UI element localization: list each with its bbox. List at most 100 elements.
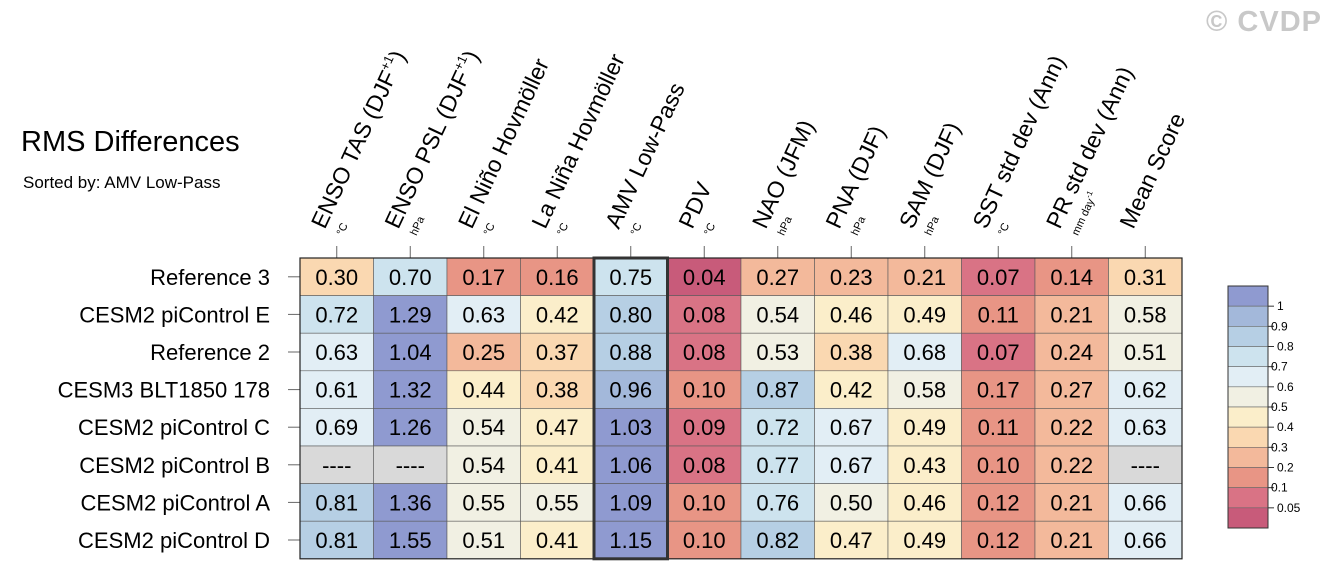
heatmap-cell — [740, 483, 815, 522]
cell-value-label: 0.63 — [1124, 415, 1167, 440]
heatmap-cell — [520, 408, 595, 447]
heatmap-cell — [887, 408, 962, 447]
colorbar-label: 0.2 — [1277, 461, 1294, 475]
cell-value-label: 1.26 — [389, 415, 432, 440]
cell-value-label: 0.81 — [315, 528, 358, 553]
heatmap-cell — [887, 483, 962, 522]
sorted-column-highlight — [592, 256, 669, 561]
cell-value-label: 0.76 — [756, 490, 799, 515]
cell-value-label: 0.22 — [1050, 415, 1093, 440]
cell-value-label: 0.11 — [978, 415, 1019, 440]
cell-value-label: 1.36 — [389, 490, 432, 515]
heatmap-cell — [520, 483, 595, 522]
heatmap-cell — [520, 445, 595, 484]
cell-value-label: 0.51 — [1124, 340, 1167, 365]
row-label: CESM2 piControl A — [80, 490, 270, 515]
column-header: Mean Score — [1114, 109, 1190, 232]
heatmap-cell — [593, 445, 668, 484]
cell-value-label: 0.17 — [462, 265, 505, 290]
column-header: PDV°C — [673, 178, 718, 238]
heatmap-cell — [593, 408, 668, 447]
heatmap-cell — [520, 295, 595, 334]
colorbar-label: 0.5 — [1271, 400, 1288, 414]
cell-value-label: 0.21 — [1050, 528, 1093, 553]
cell-value-label: 0.25 — [462, 340, 505, 365]
cell-value-label: 0.08 — [683, 340, 726, 365]
heatmap-cell — [299, 408, 374, 447]
heatmap-cell — [373, 483, 448, 522]
cell-value-label: 0.11 — [978, 302, 1019, 327]
cell-value-label: 0.67 — [830, 453, 873, 478]
heatmap-cell — [1034, 295, 1109, 334]
cell-value-label: 0.54 — [462, 415, 505, 440]
heatmap-cell — [1108, 445, 1183, 484]
cell-value-label: 0.72 — [315, 302, 358, 327]
cell-value-label: 0.66 — [1124, 490, 1167, 515]
colorbar-label: 1 — [1277, 299, 1284, 313]
cell-value-label: 0.96 — [609, 378, 652, 403]
cell-value-label: ---- — [396, 453, 425, 478]
cell-value-label: 1.04 — [389, 340, 432, 365]
heatmap-cell — [667, 445, 742, 484]
heatmap-cell — [1034, 332, 1109, 372]
colorbar-label: 0.7 — [1271, 360, 1288, 374]
cell-value-label: 0.51 — [462, 528, 505, 553]
cell-value-label: 0.81 — [315, 490, 358, 515]
cell-value-label: 0.88 — [609, 340, 652, 365]
heatmap-cell — [1108, 295, 1183, 334]
column-unit-label: hPa — [776, 214, 796, 238]
cell-value-label: 0.47 — [536, 415, 579, 440]
heatmap-cell — [1034, 483, 1109, 522]
heatmap-cell — [814, 295, 889, 334]
cell-value-label: 0.72 — [756, 415, 799, 440]
cell-value-label: 0.54 — [462, 453, 505, 478]
heatmap-cell — [299, 332, 374, 372]
heatmap-cell — [446, 483, 521, 522]
heatmap-cell — [373, 370, 448, 409]
heatmap-cell — [814, 520, 889, 560]
heatmap-cell — [1034, 408, 1109, 447]
colorbar-segment — [1227, 426, 1269, 448]
cell-value-label: 0.04 — [683, 265, 726, 290]
chart-subtitle: Sorted by: AMV Low-Pass — [23, 173, 221, 192]
heatmap-grid: 0.30 0.70 0.17 0.16 0.75 0.04 0.27 0.23 0.21 0.07… — [299, 256, 1183, 561]
heatmap-cell — [1108, 370, 1183, 409]
colorbar-segment — [1227, 346, 1269, 367]
heatmap-cell — [740, 257, 815, 296]
cell-value-label: 0.09 — [683, 415, 726, 440]
cell-value-label: 0.70 — [389, 265, 432, 290]
cell-value-label: 0.07 — [977, 340, 1020, 365]
cell-value-label: 0.67 — [830, 415, 873, 440]
column-unit-label: °C — [335, 221, 351, 237]
heatmap-cell — [961, 445, 1036, 484]
cell-value-label: 1.32 — [389, 378, 432, 403]
cell-value-label: 0.54 — [756, 302, 799, 327]
heatmap-cell — [299, 483, 374, 522]
cell-value-label: 0.41 — [536, 453, 579, 478]
colorbar-segment — [1227, 507, 1269, 529]
cell-value-label: 1.55 — [389, 528, 432, 553]
cell-value-label: ---- — [1131, 453, 1160, 478]
cell-value-label: 0.21 — [1050, 302, 1093, 327]
column-unit-label: °C — [555, 221, 571, 237]
cell-value-label: 1.03 — [609, 415, 652, 440]
heatmap-cell — [1108, 332, 1183, 372]
cell-value-label: 0.46 — [830, 302, 873, 327]
heatmap-cell — [520, 520, 595, 560]
cell-value-label: 0.17 — [977, 378, 1020, 403]
cell-value-label: 0.12 — [977, 490, 1020, 515]
heatmap-cell — [740, 295, 815, 334]
colorbar-label: 0.3 — [1271, 440, 1288, 454]
colorbar-segment — [1227, 366, 1269, 388]
cell-value-label: 0.38 — [830, 340, 873, 365]
heatmap-cell — [1108, 408, 1183, 447]
heatmap-cell — [667, 257, 742, 296]
cell-value-label: 0.10 — [683, 378, 726, 403]
heatmap-cell — [961, 483, 1036, 522]
heatmap-cell — [1108, 520, 1183, 560]
cell-value-label: 0.22 — [1050, 453, 1093, 478]
cell-value-label: 0.16 — [536, 265, 579, 290]
cell-value-label: 0.55 — [462, 490, 505, 515]
cell-value-label: 0.42 — [830, 378, 873, 403]
cell-value-label: 0.10 — [683, 528, 726, 553]
